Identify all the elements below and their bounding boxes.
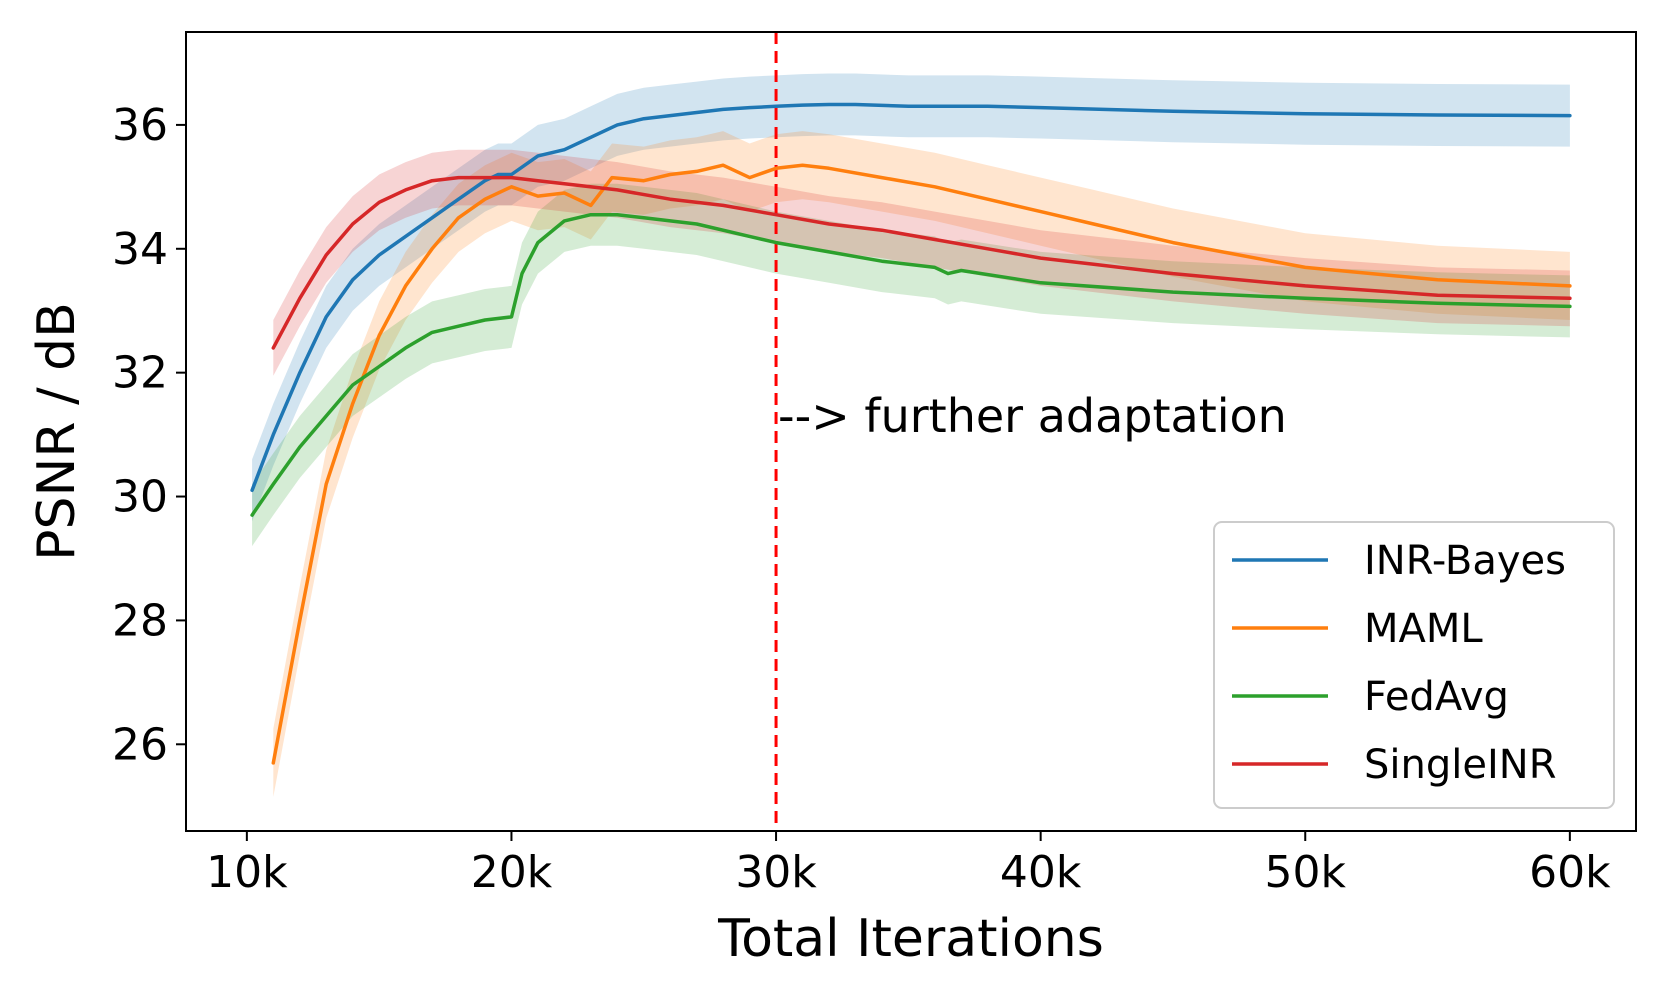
y-tick-label: 28 [112,595,168,646]
y-tick-label: 30 [112,472,168,523]
line-singleinr [271,175,1572,350]
line-maml [271,163,1572,765]
band-inr-bayes [252,73,1570,522]
legend-label-maml: MAML [1364,606,1483,652]
x-tick-label: 20k [471,847,553,898]
x-tick-label: 50k [1265,847,1347,898]
plot-frame [185,31,1637,832]
x-axis-ticks: 10k 20k 30k 40k 50k 60k [206,831,1611,898]
x-tick-label: 30k [735,847,817,898]
y-tick-label: 36 [112,100,168,151]
legend-label-fedavg: FedAvg [1364,674,1509,720]
legend-label-inr-bayes: INR-Bayes [1364,538,1566,584]
x-tick-label: 60k [1529,847,1611,898]
y-tick-label: 26 [112,719,168,770]
line-fedavg [250,212,1572,517]
y-tick-label: 32 [112,348,168,399]
band-fedavg [252,183,1570,547]
band-singleinr [273,149,1570,376]
legend-box [1213,521,1615,809]
y-tick-label: 34 [112,224,168,275]
line-inr-bayes [250,102,1572,493]
x-tick-label: 10k [206,847,288,898]
legend: INR-Bayes MAML FedAvg SingleINR [1213,521,1615,809]
series-lines [250,102,1572,765]
x-axis-title: Total Iterations [717,909,1104,969]
confidence-bands [252,73,1570,797]
further-adaptation-annotation: --> further adaptation [778,389,1287,443]
y-axis-title: PSNR / dB [27,302,87,561]
y-axis-ticks: 26 28 30 32 34 36 [112,100,186,770]
x-tick-label: 40k [1000,847,1082,898]
legend-label-singleinr: SingleINR [1364,742,1556,788]
